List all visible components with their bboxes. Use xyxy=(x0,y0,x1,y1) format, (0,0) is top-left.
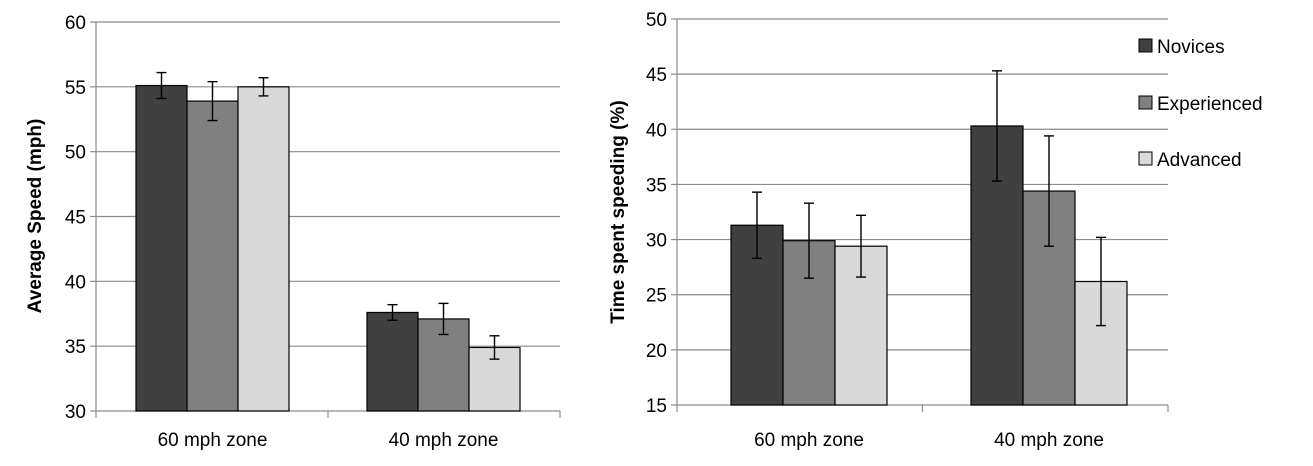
x-category-label: 40 mph zone xyxy=(389,430,499,451)
y-tick-label: 35 xyxy=(646,175,667,196)
legend-swatch-experienced xyxy=(1138,95,1153,110)
legend: Novices Experienced Advanced xyxy=(1138,37,1263,171)
bar-advanced xyxy=(468,346,521,412)
y-tick-label: 25 xyxy=(646,286,667,307)
y-tick-label: 30 xyxy=(65,402,86,423)
legend-swatch-advanced xyxy=(1138,151,1153,166)
y-tick-label: 15 xyxy=(646,396,667,417)
x-category-label: 60 mph zone xyxy=(158,430,268,451)
bar-novices xyxy=(135,84,188,412)
bar-advanced xyxy=(237,86,290,412)
chart-average-speed: Average Speed (mph) 30 35 40 45 50 55 60 60 mph… xyxy=(25,13,561,451)
y-tick-label: 40 xyxy=(65,272,86,293)
y-tick-label: 35 xyxy=(65,337,86,358)
y-tick-label: 55 xyxy=(65,78,86,99)
y-tick-label: 20 xyxy=(646,341,667,362)
y-tick-label: 50 xyxy=(65,143,86,164)
x-category-label: 60 mph zone xyxy=(754,430,864,451)
y-tick-label: 30 xyxy=(646,231,667,252)
y-axis-title-average-speed: Average Speed (mph) xyxy=(25,119,46,314)
y-tick-label: 40 xyxy=(646,120,667,141)
legend-label-novices: Novices xyxy=(1157,37,1225,58)
bar-novices xyxy=(366,311,419,412)
legend-label-advanced: Advanced xyxy=(1157,150,1242,171)
bar-experienced xyxy=(186,100,239,412)
x-category-label: 40 mph zone xyxy=(994,430,1104,451)
chart-time-speeding: Time spent speeding (%) 15 20 25 30 35 40 45 50… xyxy=(608,10,1169,451)
y-tick-label: 45 xyxy=(65,208,86,229)
y-tick-label: 60 xyxy=(65,13,86,34)
legend-label-experienced: Experienced xyxy=(1157,94,1263,115)
y-axis-title-time-speeding: Time spent speeding (%) xyxy=(608,100,629,323)
y-tick-label: 45 xyxy=(646,65,667,86)
y-tick-label: 50 xyxy=(646,10,667,31)
legend-swatch-novices xyxy=(1138,38,1153,53)
